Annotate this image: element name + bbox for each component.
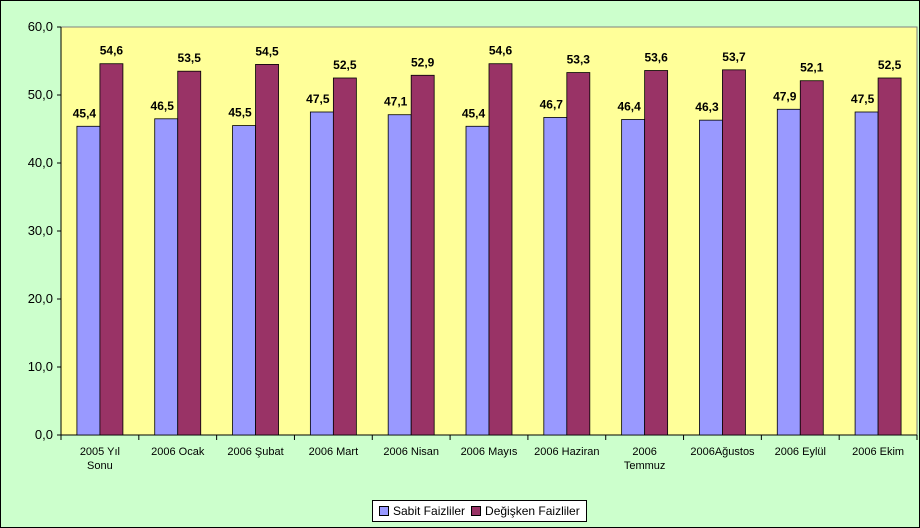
bar-degisken xyxy=(332,77,357,436)
bar-sabit xyxy=(154,118,179,436)
x-category-label: 2006 Ekim xyxy=(852,446,904,458)
y-tick-label: 60,0 xyxy=(28,19,53,34)
x-category-label: Temmuz xyxy=(624,460,666,472)
bar-sabit xyxy=(854,111,879,436)
bar-degisken xyxy=(255,64,279,436)
bar-sabit xyxy=(76,125,101,436)
y-tick-label: 50,0 xyxy=(28,87,53,102)
data-label: 53,7 xyxy=(722,50,746,64)
y-tick-label: 30,0 xyxy=(28,223,53,238)
legend: Sabit Faizliler Değişken Faizliler xyxy=(372,500,587,522)
data-label: 45,4 xyxy=(73,106,97,120)
bar-sabit xyxy=(232,125,256,436)
data-label: 54,6 xyxy=(489,44,513,58)
bar-degisken xyxy=(722,69,746,436)
bar-degisken xyxy=(410,74,435,436)
x-category-label: 2005 Yıl xyxy=(80,446,120,458)
data-label: 52,1 xyxy=(800,61,824,75)
bar-degisken xyxy=(877,77,902,436)
data-label: 47,5 xyxy=(306,92,330,106)
x-category-label: 2006 xyxy=(632,446,656,458)
legend-swatch-sabit xyxy=(379,506,389,516)
bar-sabit xyxy=(776,108,801,436)
legend-swatch-degisken xyxy=(471,506,482,516)
data-label: 54,5 xyxy=(255,44,279,58)
y-tick-label: 10,0 xyxy=(28,359,53,374)
y-tick-label: 20,0 xyxy=(28,291,53,306)
bar-degisken xyxy=(566,72,591,436)
x-category-label: 2006 Ocak xyxy=(151,446,205,458)
data-label: 54,6 xyxy=(100,44,124,58)
data-label: 45,4 xyxy=(462,106,486,120)
data-label: 52,5 xyxy=(333,58,357,72)
data-label: 53,3 xyxy=(567,53,591,67)
x-category-label: Sonu xyxy=(87,460,113,472)
data-label: 52,9 xyxy=(411,55,435,69)
legend-item-degisken: Değişken Faizliler xyxy=(471,504,580,518)
legend-item-sabit: Sabit Faizliler xyxy=(379,504,465,518)
bar-sabit xyxy=(387,114,412,436)
data-label: 53,6 xyxy=(644,51,668,65)
x-category-label: 2006 Şubat xyxy=(227,446,283,458)
x-category-label: 2006Ağustos xyxy=(690,446,755,458)
x-category-label: 2006 Nisan xyxy=(383,446,439,458)
bar-sabit xyxy=(465,125,490,436)
data-label: 45,5 xyxy=(228,106,252,120)
bar-sabit xyxy=(699,119,723,436)
bar-degisken xyxy=(99,63,124,436)
data-label: 47,5 xyxy=(851,92,875,106)
bar-degisken xyxy=(799,80,824,436)
data-label: 46,4 xyxy=(617,99,641,113)
data-label: 53,5 xyxy=(178,51,202,65)
x-category-label: 2006 Mart xyxy=(309,446,359,458)
x-category-label: 2006 Mayıs xyxy=(461,446,518,458)
legend-label-sabit: Sabit Faizliler xyxy=(393,504,466,518)
x-category-label: 2006 Eylül xyxy=(775,446,826,458)
y-tick-label: 0,0 xyxy=(35,427,53,442)
bar-sabit xyxy=(543,117,568,436)
data-label: 47,1 xyxy=(384,95,408,109)
y-tick-label: 40,0 xyxy=(28,155,53,170)
x-category-label: 2006 Haziran xyxy=(534,446,599,458)
bar-sabit xyxy=(621,119,646,436)
data-label: 46,3 xyxy=(695,100,719,114)
legend-label-degisken: Değişken Faizliler xyxy=(485,504,580,518)
data-label: 46,5 xyxy=(151,99,175,113)
bar-degisken xyxy=(488,63,513,436)
bar-degisken xyxy=(644,70,669,436)
data-label: 46,7 xyxy=(540,97,564,111)
data-label: 52,5 xyxy=(878,58,902,72)
bar-sabit xyxy=(309,111,334,436)
data-label: 47,9 xyxy=(773,89,797,103)
bar-degisken xyxy=(177,70,202,436)
